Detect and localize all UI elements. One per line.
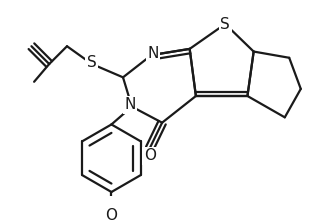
Text: N: N (148, 46, 159, 61)
Text: S: S (87, 55, 97, 70)
Text: S: S (220, 16, 230, 31)
Text: N: N (125, 97, 136, 112)
Text: O: O (144, 148, 156, 163)
Text: O: O (105, 208, 117, 220)
